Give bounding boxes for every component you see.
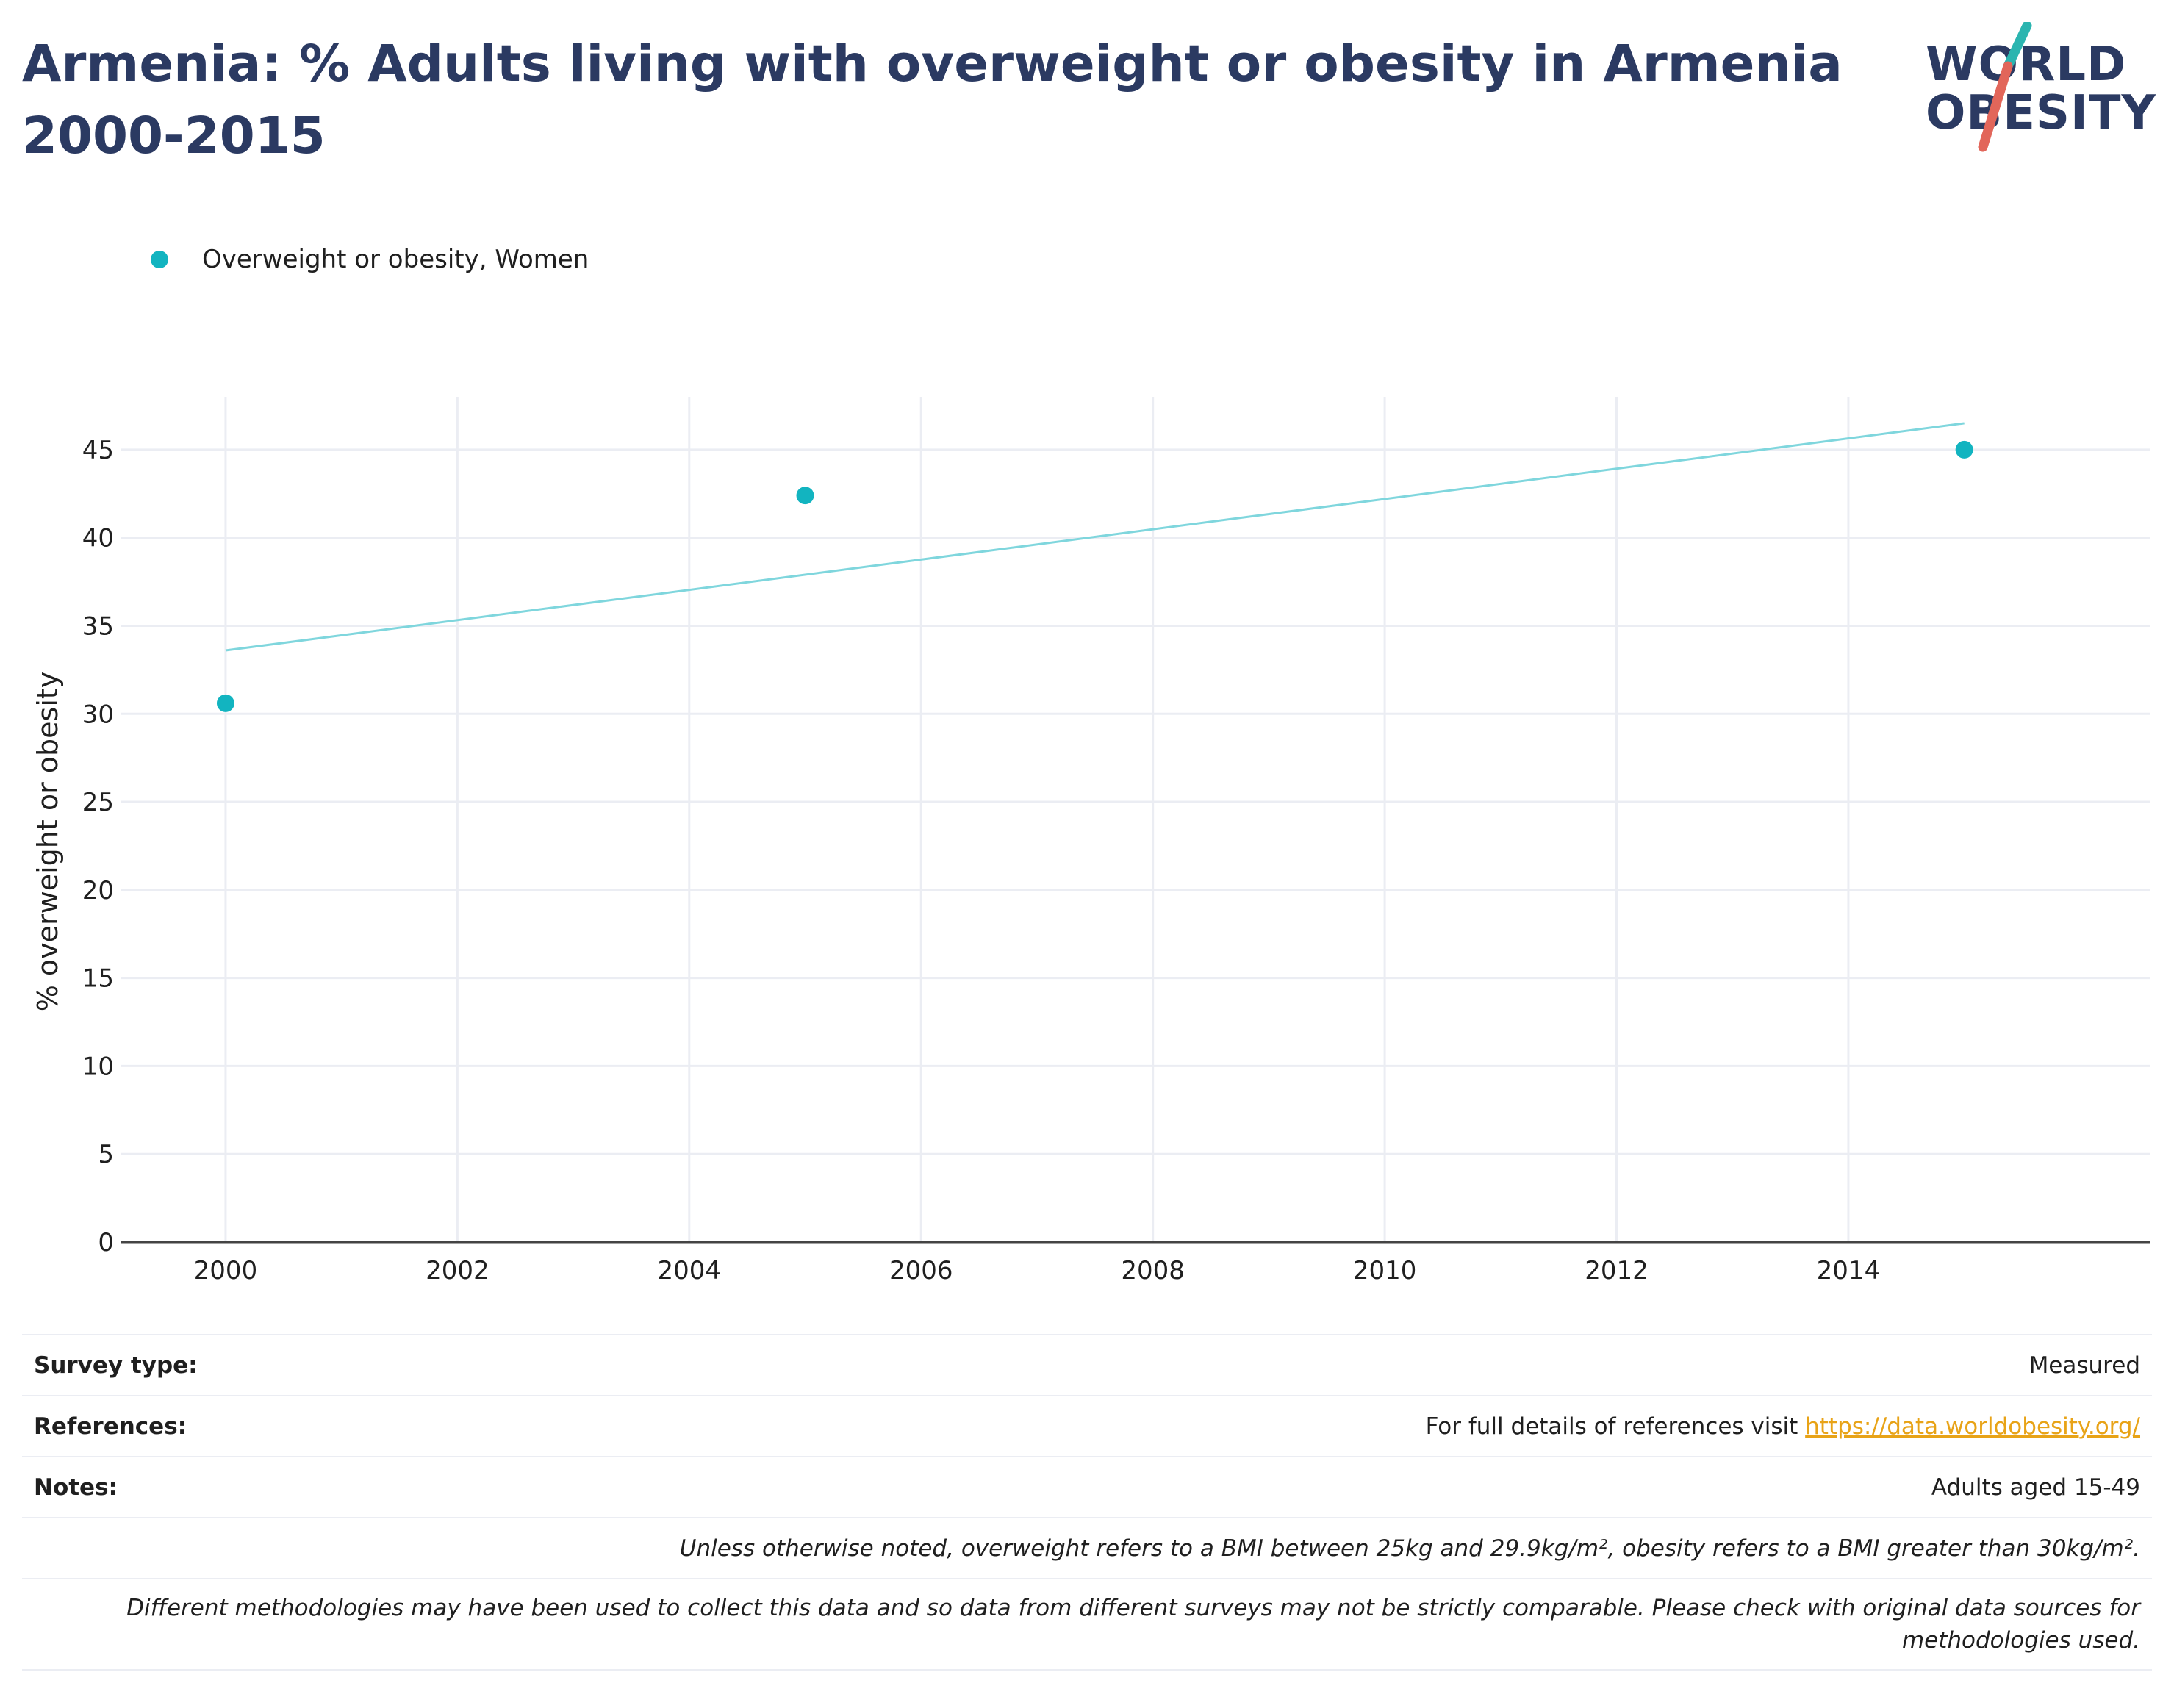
info-table: Survey type: Measured References: For fu… (22, 1334, 2152, 1671)
chart-legend[interactable]: Overweight or obesity, Women (151, 241, 589, 278)
chart-title: Armenia: % Adults living with overweight… (22, 35, 1843, 165)
y-tick-label: 5 (98, 1140, 114, 1169)
references-value: For full details of references visit htt… (1426, 1413, 2140, 1440)
references-link[interactable]: https://data.worldobesity.org/ (1805, 1413, 2140, 1440)
y-tick-label: 30 (82, 700, 114, 729)
x-tick-label: 2014 (1817, 1256, 1881, 1285)
references-label: References: (34, 1413, 187, 1440)
info-row-references: References: For full details of referenc… (22, 1396, 2152, 1457)
y-tick-label: 25 (82, 788, 114, 817)
notes-value: Adults aged 15-49 (1931, 1474, 2140, 1501)
legend-label-women: Overweight or obesity, Women (202, 245, 589, 274)
y-tick-label: 40 (82, 524, 114, 553)
y-axis-title: % overweight or obesity (32, 672, 64, 1012)
scatter-plot[interactable]: 2000 2002 2004 2006 2008 2010 2012 2014 0 5 10 15 20… (0, 367, 2174, 1323)
x-tick-label: 2008 (1121, 1256, 1185, 1285)
data-point[interactable] (216, 694, 234, 712)
info-row-survey-type: Survey type: Measured (22, 1335, 2152, 1396)
logo-slash-icon (1978, 22, 2032, 152)
bmi-definition-note: Unless otherwise noted, overweight refer… (679, 1535, 2140, 1562)
y-tick-label: 20 (82, 876, 114, 905)
trend-line (225, 422, 1965, 652)
survey-type-value: Measured (2028, 1352, 2140, 1379)
y-tick-label: 10 (82, 1052, 114, 1081)
x-tick-label: 2012 (1585, 1256, 1649, 1285)
notes-label: Notes: (34, 1474, 118, 1501)
info-row-methodology-note: Different methodologies may have been us… (22, 1579, 2152, 1671)
y-tick-label: 15 (82, 964, 114, 994)
x-tick-label: 2000 (194, 1256, 258, 1285)
info-row-bmi-note: Unless otherwise noted, overweight refer… (22, 1518, 2152, 1579)
data-point[interactable] (796, 487, 814, 505)
x-tick-label: 2010 (1353, 1256, 1417, 1285)
x-tick-label: 2002 (426, 1256, 489, 1285)
data-point[interactable] (1955, 440, 1973, 459)
logo-word-obesity: OBESITY (1926, 86, 2156, 140)
legend-marker-women (151, 251, 168, 268)
x-tick-label: 2004 (658, 1256, 722, 1285)
methodology-note: Different methodologies may have been us… (126, 1595, 2140, 1654)
survey-type-label: Survey type: (34, 1352, 198, 1379)
y-tick-label: 0 (98, 1228, 114, 1257)
references-text: For full details of references visit (1425, 1413, 1806, 1440)
y-tick-label: 35 (82, 611, 114, 641)
logo-word-world: WORLD (1926, 37, 2127, 92)
x-tick-label: 2006 (889, 1256, 953, 1285)
info-row-notes: Notes: Adults aged 15-49 (22, 1457, 2152, 1518)
y-tick-label: 45 (82, 436, 114, 465)
world-obesity-logo: WORLD OBESITY (1926, 22, 2161, 154)
